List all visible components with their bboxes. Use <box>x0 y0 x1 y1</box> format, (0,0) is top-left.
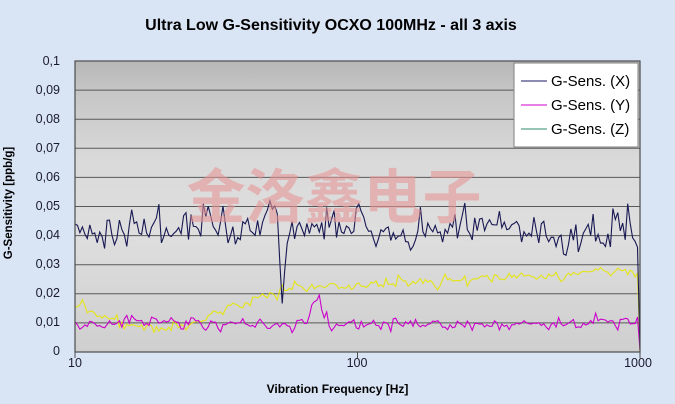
svg-text:G-Sens. (X): G-Sens. (X) <box>551 73 630 90</box>
svg-text:G-Sens. (Z): G-Sens. (Z) <box>551 121 629 138</box>
svg-text:G-Sens. (Y): G-Sens. (Y) <box>551 97 630 114</box>
